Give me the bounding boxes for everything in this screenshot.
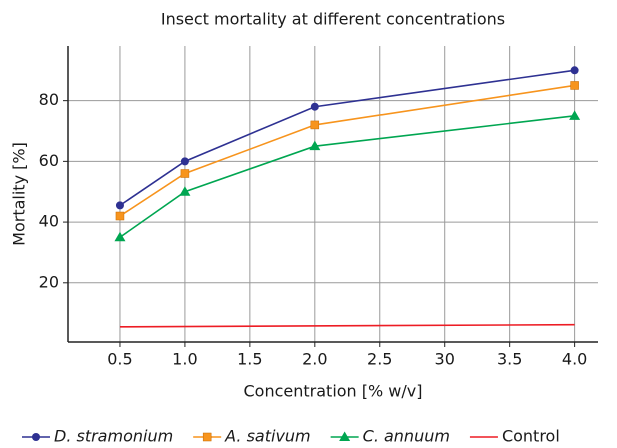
series-line	[119, 323, 575, 328]
series-line	[119, 84, 575, 217]
marker	[32, 433, 40, 441]
legend-item: C. annuum	[330, 427, 450, 446]
legend-item: D. stramonium	[22, 427, 173, 446]
x-tick-label: 4.0	[562, 350, 587, 369]
marker	[309, 140, 321, 151]
marker	[180, 169, 190, 178]
series-line	[119, 69, 575, 207]
series-line	[119, 115, 575, 238]
marker	[339, 431, 351, 441]
marker	[114, 231, 126, 242]
y-tick-label: 40	[39, 212, 59, 231]
chart-title: Insect mortality at different concentrat…	[161, 10, 505, 29]
legend-label: Control	[502, 427, 560, 446]
marker	[310, 120, 320, 130]
y-tick-label: 60	[39, 151, 59, 170]
x-tick-label: 0.5	[107, 350, 132, 369]
marker	[115, 201, 124, 210]
y-tick-label: 80	[39, 90, 59, 109]
x-tick-label: 3.5	[497, 350, 522, 369]
x-axis-label: Concentration [% w/v]	[244, 382, 423, 401]
x-tick-label: 30	[435, 350, 455, 369]
legend-label: C. annuum	[363, 427, 450, 446]
x-tick-label: 2.0	[302, 350, 327, 369]
y-tick-label: 20	[39, 272, 59, 291]
legend-label: D. stramonium	[54, 427, 173, 446]
x-tick-label: 2.5	[367, 350, 392, 369]
marker	[115, 211, 125, 221]
legend-item: A. sativum	[193, 427, 311, 446]
legend-label: A. sativum	[224, 427, 310, 446]
marker	[202, 432, 212, 442]
x-tick-label: 1.5	[237, 350, 262, 369]
marker	[569, 110, 581, 120]
marker	[179, 186, 191, 196]
marker	[570, 81, 579, 90]
y-axis-label: Mortality [%]	[10, 142, 29, 246]
marker	[570, 66, 579, 75]
marker	[310, 102, 319, 111]
x-tick-label: 1.0	[172, 350, 197, 369]
legend-item: Control	[469, 427, 560, 446]
marker	[180, 157, 189, 166]
